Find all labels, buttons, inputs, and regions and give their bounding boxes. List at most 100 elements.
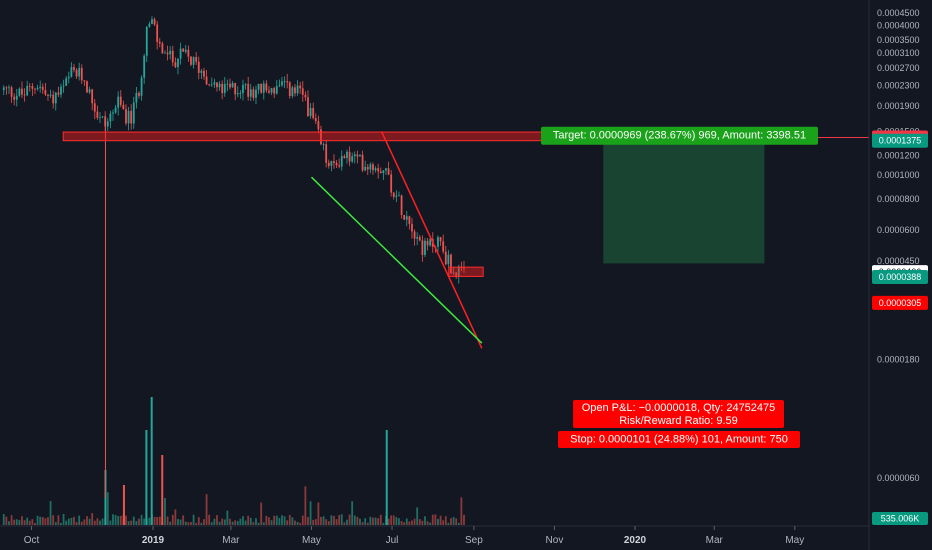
candle-body-28 xyxy=(75,69,78,77)
volume-bar-41 xyxy=(109,520,112,525)
candle-body-88 xyxy=(231,82,234,88)
candle-body-129 xyxy=(338,165,341,167)
stop-label-box xyxy=(558,431,800,448)
volume-bar-75 xyxy=(197,517,200,525)
candle-body-118 xyxy=(309,107,312,117)
volume-bar-143 xyxy=(374,517,377,525)
y-tick-14: 0.0000180 xyxy=(877,355,920,365)
volume-bar-12 xyxy=(34,522,36,525)
volume-bar-105 xyxy=(275,515,278,525)
candle-body-69 xyxy=(182,48,185,52)
y-tick-2: 0.0003500 xyxy=(877,35,920,45)
candle-body-113 xyxy=(296,85,299,94)
candle-body-67 xyxy=(177,58,179,68)
volume-bar-16 xyxy=(44,518,47,525)
volume-bar-89 xyxy=(234,520,237,525)
volume-bar-100 xyxy=(262,522,265,525)
volume-bar-77 xyxy=(203,519,205,525)
candle-body-71 xyxy=(187,49,190,57)
volume-bar-111 xyxy=(291,517,294,525)
x-tick-7: 2020 xyxy=(624,535,647,546)
candle-body-36 xyxy=(96,111,99,118)
candle-body-42 xyxy=(112,112,114,114)
candle-body-5 xyxy=(15,95,18,100)
candle-body-52 xyxy=(138,92,140,96)
candle-body-143 xyxy=(374,168,377,171)
volume-bar-31 xyxy=(83,519,86,525)
volume-bar-80 xyxy=(210,522,213,525)
candle-body-29 xyxy=(78,67,81,77)
candle-body-64 xyxy=(169,50,172,55)
volume-bar-66 xyxy=(174,509,177,525)
volume-bar-146 xyxy=(382,522,385,525)
volume-bar-23 xyxy=(62,514,65,525)
candle-body-156 xyxy=(408,216,411,224)
y-tick-6: 0.0001900 xyxy=(877,101,920,111)
candle-body-161 xyxy=(421,240,424,255)
candle-body-55 xyxy=(145,26,148,56)
volume-bar-166 xyxy=(434,514,437,525)
candle-body-25 xyxy=(67,76,70,79)
volume-bar-151 xyxy=(395,517,398,525)
volume-bar-139 xyxy=(364,518,367,525)
candle-body-110 xyxy=(288,82,291,96)
volume-bar-91 xyxy=(239,518,242,525)
candle-body-154 xyxy=(403,214,406,220)
volume-bar-108 xyxy=(283,516,286,525)
volume-bar-144 xyxy=(377,518,380,525)
candle-body-147 xyxy=(385,168,387,171)
volume-bar-65 xyxy=(171,514,174,525)
volume-bar-35 xyxy=(93,520,96,525)
candle-body-122 xyxy=(320,129,322,145)
candle-body-120 xyxy=(314,118,317,122)
candle-body-90 xyxy=(236,93,239,95)
candle-body-70 xyxy=(184,49,187,52)
candle-body-139 xyxy=(364,166,367,171)
volume-bar-163 xyxy=(426,521,429,525)
candle-body-63 xyxy=(166,52,169,55)
candle-body-15 xyxy=(41,86,44,90)
candle-body-30 xyxy=(80,67,83,81)
candle-body-81 xyxy=(213,82,216,85)
x-tick-4: Jul xyxy=(386,535,399,546)
time-axis[interactable]: Oct 2019 Mar May Jul Sep Nov 2020 Mar May xyxy=(24,526,805,546)
candle-body-12 xyxy=(34,88,36,90)
candle-body-78 xyxy=(205,76,208,85)
volume-bar-60 xyxy=(158,516,161,525)
drawing-zones xyxy=(62,131,869,277)
candle-body-167 xyxy=(437,237,439,247)
candle-body-19 xyxy=(52,94,55,104)
volume-bar-43 xyxy=(114,514,117,525)
target-label: Target: 0.0000969 (238.67%) 969, Amount:… xyxy=(553,130,806,142)
volume-bar-114 xyxy=(299,522,302,525)
volume-bar-69 xyxy=(182,515,185,525)
volume-bar-17 xyxy=(47,517,49,525)
candle-body-127 xyxy=(333,161,335,163)
candle-body-56 xyxy=(148,23,151,27)
candle-body-105 xyxy=(275,86,278,94)
volume-spike-2 xyxy=(161,455,164,525)
volume-bar-70 xyxy=(184,521,187,525)
volume-bar-101 xyxy=(265,515,268,525)
volume-bar-116 xyxy=(304,486,307,525)
y-tick-3: 0.0003100 xyxy=(877,48,920,58)
candle-body-31 xyxy=(83,80,86,82)
volume-bar-82 xyxy=(216,515,218,525)
candle-body-136 xyxy=(356,154,359,157)
volume-bar-110 xyxy=(288,514,291,525)
candle-body-134 xyxy=(351,156,354,162)
candle-body-57 xyxy=(151,19,153,24)
entry-zone xyxy=(448,266,484,277)
candle-body-160 xyxy=(418,236,421,241)
volume-bar-97 xyxy=(255,518,257,525)
candle-body-86 xyxy=(226,83,229,85)
volume-bar-137 xyxy=(359,518,361,525)
candle-body-174 xyxy=(455,272,458,277)
candle-body-2 xyxy=(8,87,10,89)
volume-bar-51 xyxy=(135,520,138,525)
volume-bar-78 xyxy=(205,494,208,525)
candle-body-10 xyxy=(28,85,31,87)
volume-bar-72 xyxy=(190,522,192,525)
